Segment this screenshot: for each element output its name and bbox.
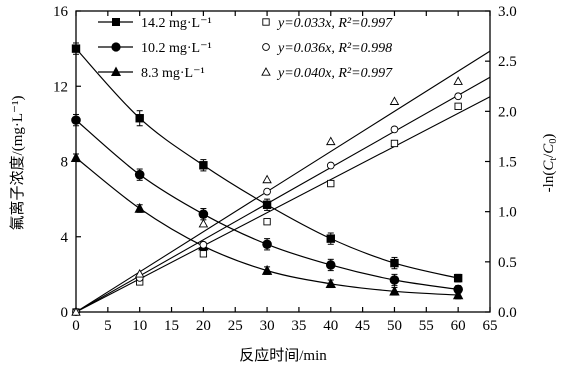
open-square-marker [262,18,270,26]
x-tick-label: 10 [132,318,147,334]
square-marker [112,18,120,26]
fit-lines [75,50,491,313]
x-tick-label: 30 [260,318,275,334]
open-triangle-marker [134,268,145,278]
circle-marker [71,115,81,125]
x-tick-label: 40 [323,318,338,334]
fit-line [75,96,491,313]
x-tick-label: 50 [387,318,402,334]
triangle-marker [261,264,273,275]
x-tick-label: 20 [196,318,211,334]
y-right-axis-title: -ln(Ct/C0) [541,134,559,193]
legend: 14.2 mg·L⁻¹ 10.2 mg·L⁻¹ 8.3 mg·L⁻¹ y=0.033x… [98,16,393,81]
legend-label: 8.3 mg·L⁻¹ [141,66,205,81]
open-circle-marker [326,161,335,170]
triangle-marker [389,285,400,296]
circle-marker [389,275,400,285]
open-circle-marker [262,43,270,51]
circle-marker [134,169,145,180]
circle-marker [111,42,121,52]
square-marker [262,200,272,209]
decay-curves [75,48,459,296]
y-left-tick-label: 0 [61,305,69,321]
open-square-marker [199,250,208,258]
triangle-marker [134,202,145,213]
legend-fit-label: y=0.036x, R²=0.998 [276,41,392,56]
open-circle-marker [199,240,208,249]
triangle-marker [325,278,336,288]
x-axis-title: 反应时间/min [239,346,327,364]
x-tick-label: 0 [72,318,80,334]
legend-label: 10.2 mg·L⁻¹ [141,41,212,56]
square-marker [390,258,399,268]
square-marker [71,44,81,53]
y-left-tick-label: 16 [53,4,69,20]
circle-marker [198,209,209,219]
axes: 0 5 10 15 20 25 30 35 40 45 50 55 60 65 0 4 8 12 16 0.0 0.5 1… [53,4,517,334]
y-left-tick-label: 12 [53,79,68,95]
legend-label: 14.2 mg·L⁻¹ [141,16,212,31]
triangle-marker [452,289,464,300]
square-marker [326,234,335,243]
open-triangle-marker [389,96,400,105]
square-marker [453,273,463,283]
open-square-marker [327,179,335,188]
y-right-tick-label: 0.5 [498,255,517,271]
legend-fit-label: y=0.033x, R²=0.997 [276,16,393,31]
open-triangle-marker [453,76,463,85]
y-left-tick-label: 4 [61,230,69,246]
x-tick-label: 65 [483,318,498,334]
open-circle-marker [454,92,463,101]
x-tick-label: 5 [104,318,112,334]
y-left-axis-title: 氟离子浓度/(mg·L⁻¹) [9,96,26,231]
triangle-marker [111,66,121,76]
circle-marker [325,260,336,270]
open-square-marker [263,218,271,226]
plot-border [75,10,491,313]
open-circle-marker [263,187,271,196]
y-right-tick-label: 3.0 [498,4,517,20]
x-tick-label: 15 [164,318,179,334]
y-right-tick-label: 1.5 [498,155,517,171]
x-tick-label: 60 [451,318,466,334]
open-triangle-marker [198,218,209,228]
open-triangle-marker [326,136,336,146]
x-tick-label: 45 [355,318,370,334]
open-triangle-marker [71,307,81,316]
y-right-tick-label: 2.5 [498,54,517,70]
y-right-tick-label: 1.0 [498,205,517,221]
x-tick-label: 25 [228,318,243,334]
x-tick-label: 55 [419,318,434,334]
square-marker [135,114,144,123]
legend-fit-label: y=0.040x, R²=0.997 [276,66,393,81]
square-marker [199,161,208,170]
open-triangle-marker [262,174,272,184]
fit-line [75,76,491,313]
fit-line [75,50,491,313]
y-right-tick-label: 0.0 [498,305,517,321]
open-square-marker [390,139,399,148]
y-right-tick-label: 2.0 [498,104,517,120]
open-circle-marker [390,125,399,134]
x-tick-label: 35 [291,318,306,334]
circle-marker [262,239,272,250]
triangle-marker [70,152,82,162]
open-triangle-marker [261,67,271,76]
open-square-marker [454,102,462,110]
data-markers [70,42,464,316]
plot-frame [75,10,491,313]
y-left-tick-label: 8 [61,155,69,171]
